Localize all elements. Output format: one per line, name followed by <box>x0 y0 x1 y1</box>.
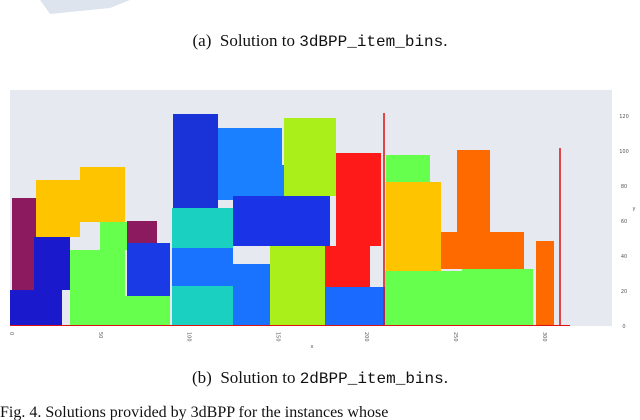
previous-figure-fragment <box>40 0 130 14</box>
item <box>125 296 170 326</box>
item <box>284 118 336 196</box>
item <box>386 155 430 182</box>
y-tick-label: 60 <box>621 219 627 225</box>
caption-text: Solution to <box>220 368 296 387</box>
y-tick-label: 40 <box>621 254 627 260</box>
y-axis-label: y <box>633 206 636 212</box>
caption-label: (a) <box>192 31 212 50</box>
item <box>385 271 462 326</box>
item <box>270 246 325 326</box>
item <box>36 180 80 237</box>
y-tick-label: 20 <box>621 289 627 295</box>
caption-label: (b) <box>192 368 212 387</box>
item <box>10 290 62 326</box>
y-tick-label: 80 <box>621 184 627 190</box>
item <box>34 237 70 290</box>
x-tick-label: 300 <box>541 332 547 342</box>
y-tick-label: 100 <box>619 149 629 155</box>
item <box>336 153 381 246</box>
item <box>80 167 125 222</box>
item <box>233 264 270 326</box>
item <box>386 182 441 271</box>
x-tick-label: 150 <box>274 332 280 342</box>
item <box>325 287 385 326</box>
y-tick-label: 120 <box>619 114 629 120</box>
x-tick-label: 50 <box>97 332 103 338</box>
packed-items <box>10 113 570 326</box>
caption-a: (a) Solution to 3dBPP_item_bins. <box>0 31 640 51</box>
item <box>127 221 157 243</box>
x-axis-label: x <box>311 344 314 350</box>
caption-code: 3dBPP_item_bins <box>299 33 444 51</box>
item <box>172 286 233 326</box>
item <box>233 196 330 246</box>
item <box>536 241 554 326</box>
caption-b: (b) Solution to 2dBPP_item_bins. <box>0 368 640 388</box>
caption-end: . <box>443 31 448 50</box>
item <box>173 114 218 208</box>
x-tick-label: 250 <box>452 332 458 342</box>
y-tick-label: 0 <box>622 324 625 330</box>
caption-text: Solution to <box>219 31 295 50</box>
item <box>457 150 490 232</box>
item <box>172 248 233 286</box>
caption-end: . <box>443 368 448 387</box>
item <box>462 269 533 326</box>
x-tick-label: 100 <box>186 332 192 342</box>
figure-footer: Fig. 4. Solutions provided by 3dBPP for … <box>0 404 389 420</box>
item <box>100 222 127 250</box>
axes: 0 20 40 60 80 100 120 y 0 50 100 150 200 250 300 x <box>8 114 636 350</box>
x-tick-label: 200 <box>363 332 369 342</box>
item <box>172 208 233 248</box>
item <box>224 165 284 200</box>
item <box>127 243 170 296</box>
x-tick-label: 0 <box>8 332 14 335</box>
item <box>325 246 370 287</box>
item <box>70 250 125 326</box>
caption-code: 2dBPP_item_bins <box>299 370 444 388</box>
item <box>441 232 524 269</box>
